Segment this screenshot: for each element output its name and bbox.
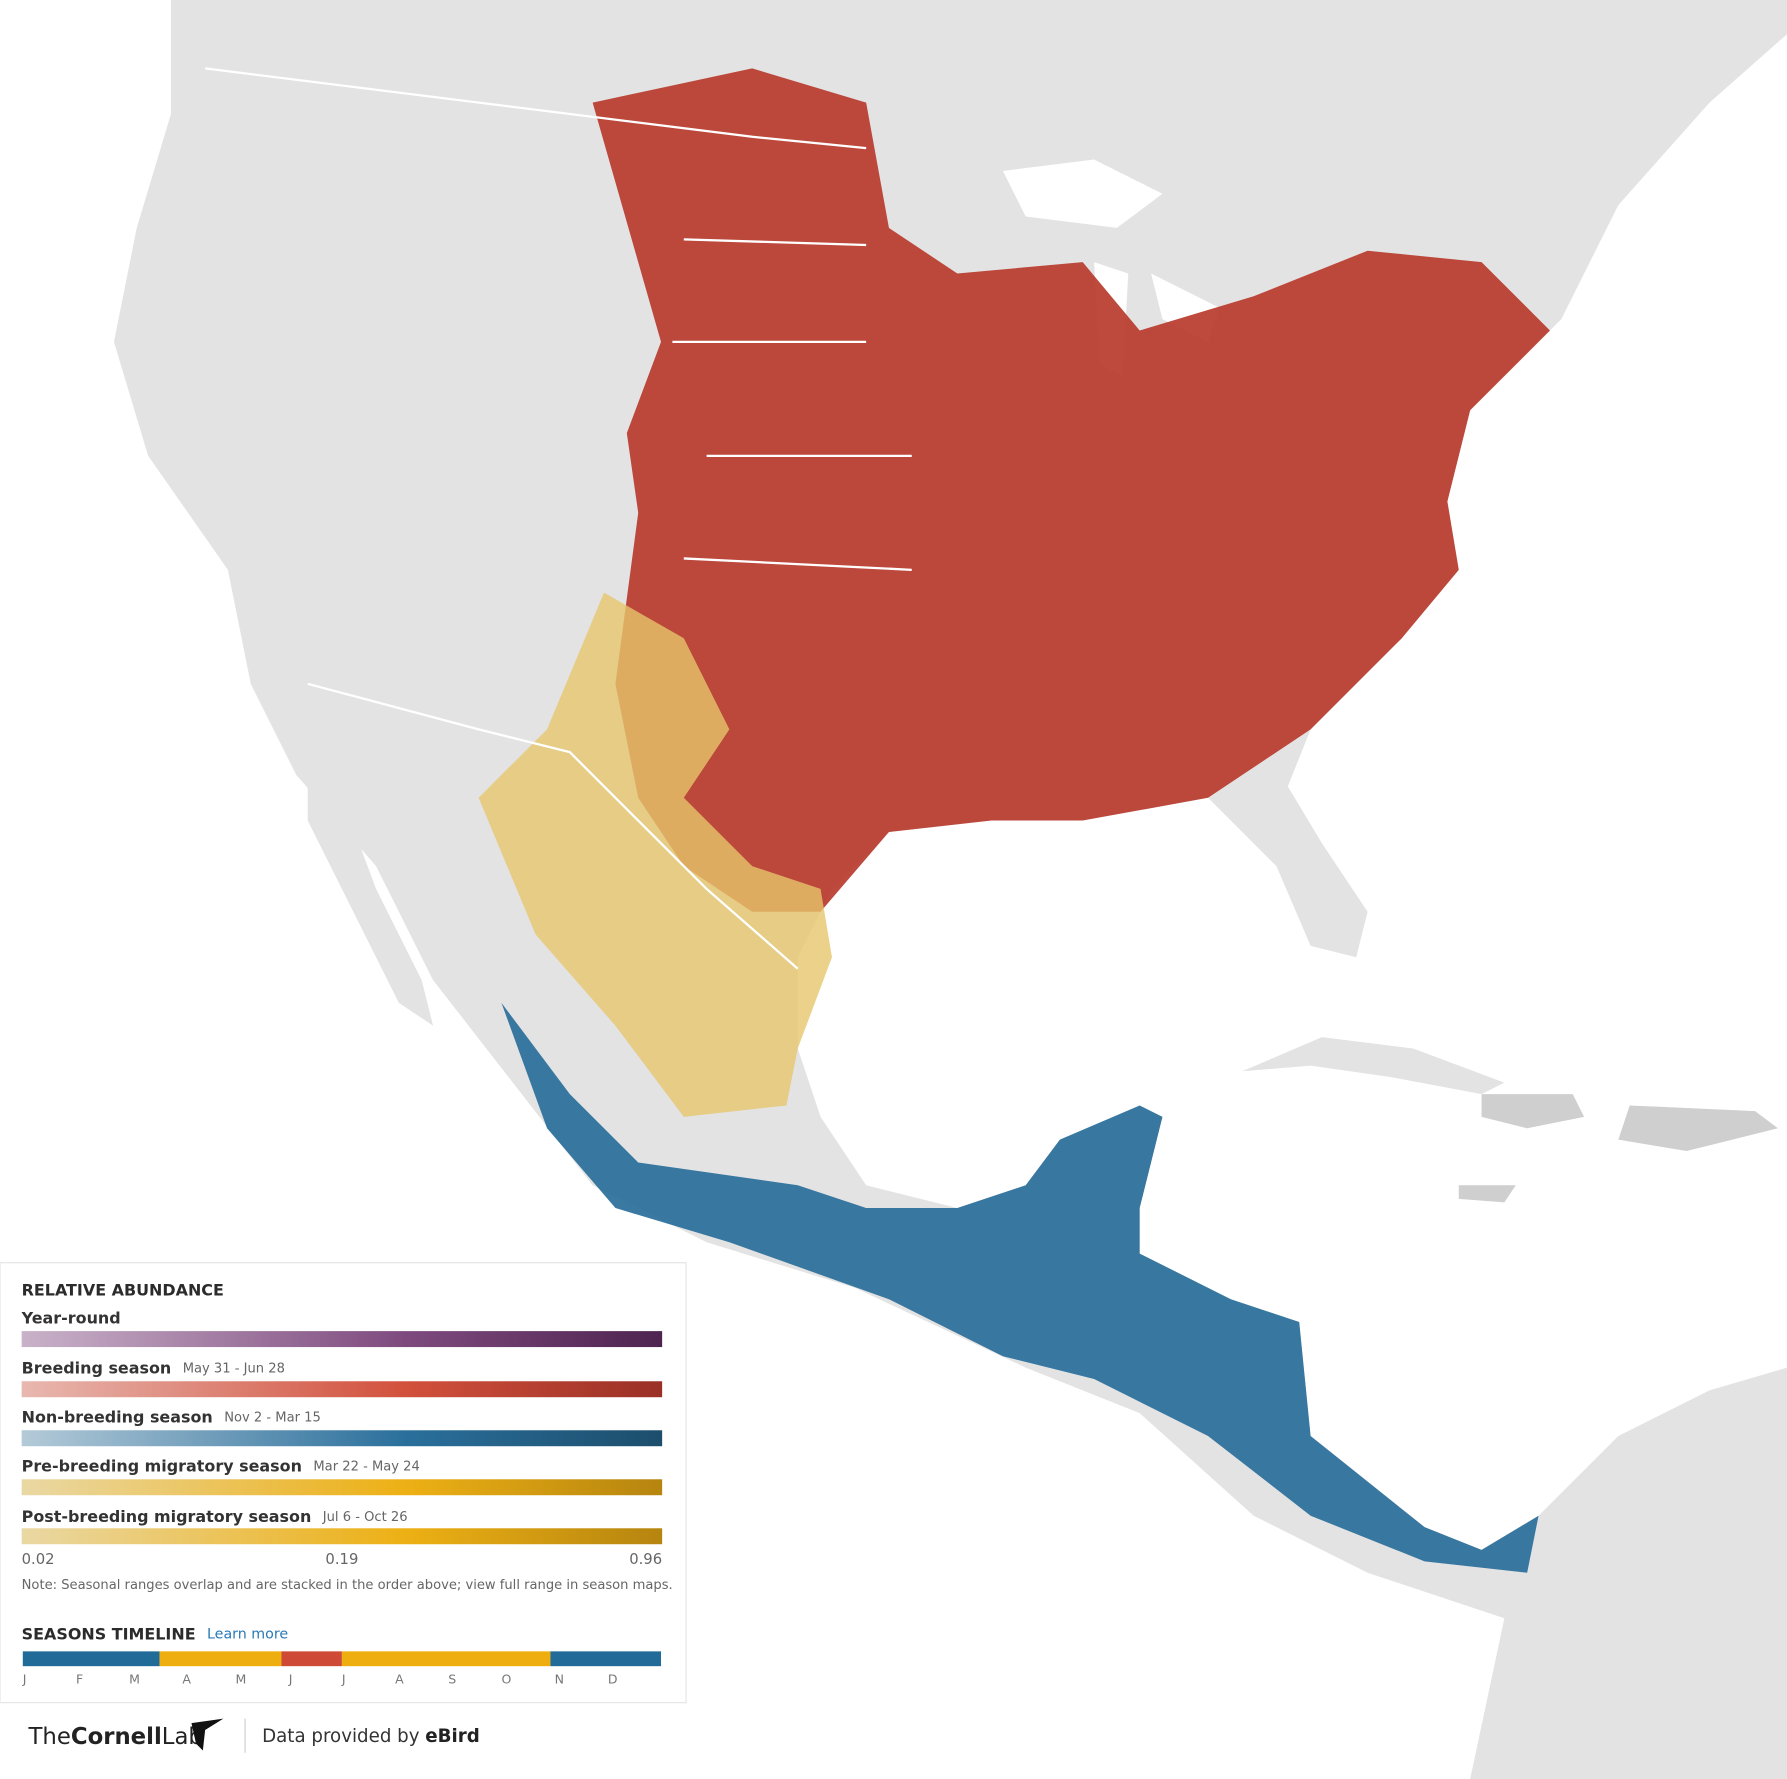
scale-label: 0.02 <box>22 1551 55 1568</box>
timeline-segment <box>550 1651 662 1667</box>
season-dates: Nov 2 - Mar 15 <box>224 1410 321 1425</box>
timeline-bar <box>22 1651 662 1667</box>
timeline-segment <box>159 1651 282 1667</box>
gradient-bar <box>21 1331 663 1348</box>
season-name: Pre-breeding migratory season <box>22 1456 302 1475</box>
season-label: Pre-breeding migratory season Mar 22 - Ma… <box>22 1456 420 1475</box>
logo-prefix: The <box>27 1723 70 1749</box>
season-label: Non-breeding season Nov 2 - Mar 15 <box>22 1407 321 1426</box>
timeline-segment <box>341 1651 551 1667</box>
credit: Data provided by eBird <box>262 1726 480 1747</box>
season-dates: May 31 - Jun 28 <box>183 1361 285 1376</box>
credit-brand[interactable]: eBird <box>425 1726 480 1747</box>
gradient-bar <box>21 1430 663 1447</box>
gradient-bar <box>21 1528 663 1545</box>
month-label: O <box>501 1671 511 1686</box>
season-name: Post-breeding migratory season <box>22 1506 312 1525</box>
borders <box>204 67 912 970</box>
legend-note: Note: Seasonal ranges overlap and are st… <box>22 1578 673 1593</box>
great-lakes <box>1002 159 1220 377</box>
month-label: N <box>555 1671 564 1686</box>
season-name: Breeding season <box>22 1358 172 1377</box>
border <box>204 67 867 150</box>
cuba <box>1242 1037 1505 1095</box>
month-label: J <box>22 1671 27 1686</box>
scale-label: 0.19 <box>325 1551 358 1568</box>
season-dates: Mar 22 - May 24 <box>313 1459 419 1474</box>
border <box>307 682 799 970</box>
month-label: M <box>129 1671 140 1686</box>
breeding-range <box>592 68 1550 912</box>
month-label: D <box>608 1671 618 1686</box>
season-label: Year-round <box>21 1308 121 1327</box>
hispaniola <box>1458 1094 1778 1203</box>
month-label: F <box>76 1671 83 1686</box>
learn-more-link[interactable]: Learn more <box>207 1626 288 1642</box>
gradient-bar <box>21 1381 663 1398</box>
logo-bold: Cornell <box>71 1723 162 1749</box>
month-label: M <box>236 1671 247 1686</box>
credit-text: Data provided by <box>262 1726 420 1747</box>
timeline-segment <box>281 1651 342 1667</box>
season-label: Post-breeding migratory season Jul 6 - Oc… <box>22 1506 408 1525</box>
month-label: A <box>395 1671 404 1686</box>
timeline-header: SEASONS TIMELINE Learn more <box>22 1624 289 1643</box>
baja <box>307 717 434 1026</box>
gradient-bar <box>21 1479 663 1496</box>
nonbreeding-range <box>501 1002 1539 1573</box>
month-label: J <box>341 1671 346 1686</box>
season-name: Year-round <box>21 1308 121 1327</box>
timeline-segment <box>22 1651 160 1667</box>
legend-title: RELATIVE ABUNDANCE <box>22 1281 224 1300</box>
month-label: A <box>182 1671 191 1686</box>
month-label: S <box>448 1671 456 1686</box>
logo: TheCornellLab <box>27 1723 202 1749</box>
season-label: Breeding season May 31 - Jun 28 <box>22 1358 285 1377</box>
season-name: Non-breeding season <box>22 1407 213 1426</box>
timeline-title: SEASONS TIMELINE <box>22 1624 196 1643</box>
scale-label: 0.96 <box>629 1551 662 1568</box>
month-label: J <box>288 1671 293 1686</box>
season-dates: Jul 6 - Oct 26 <box>322 1509 408 1524</box>
border <box>672 238 912 571</box>
migratory-range <box>478 592 832 1117</box>
logo-bird <box>191 1718 224 1751</box>
